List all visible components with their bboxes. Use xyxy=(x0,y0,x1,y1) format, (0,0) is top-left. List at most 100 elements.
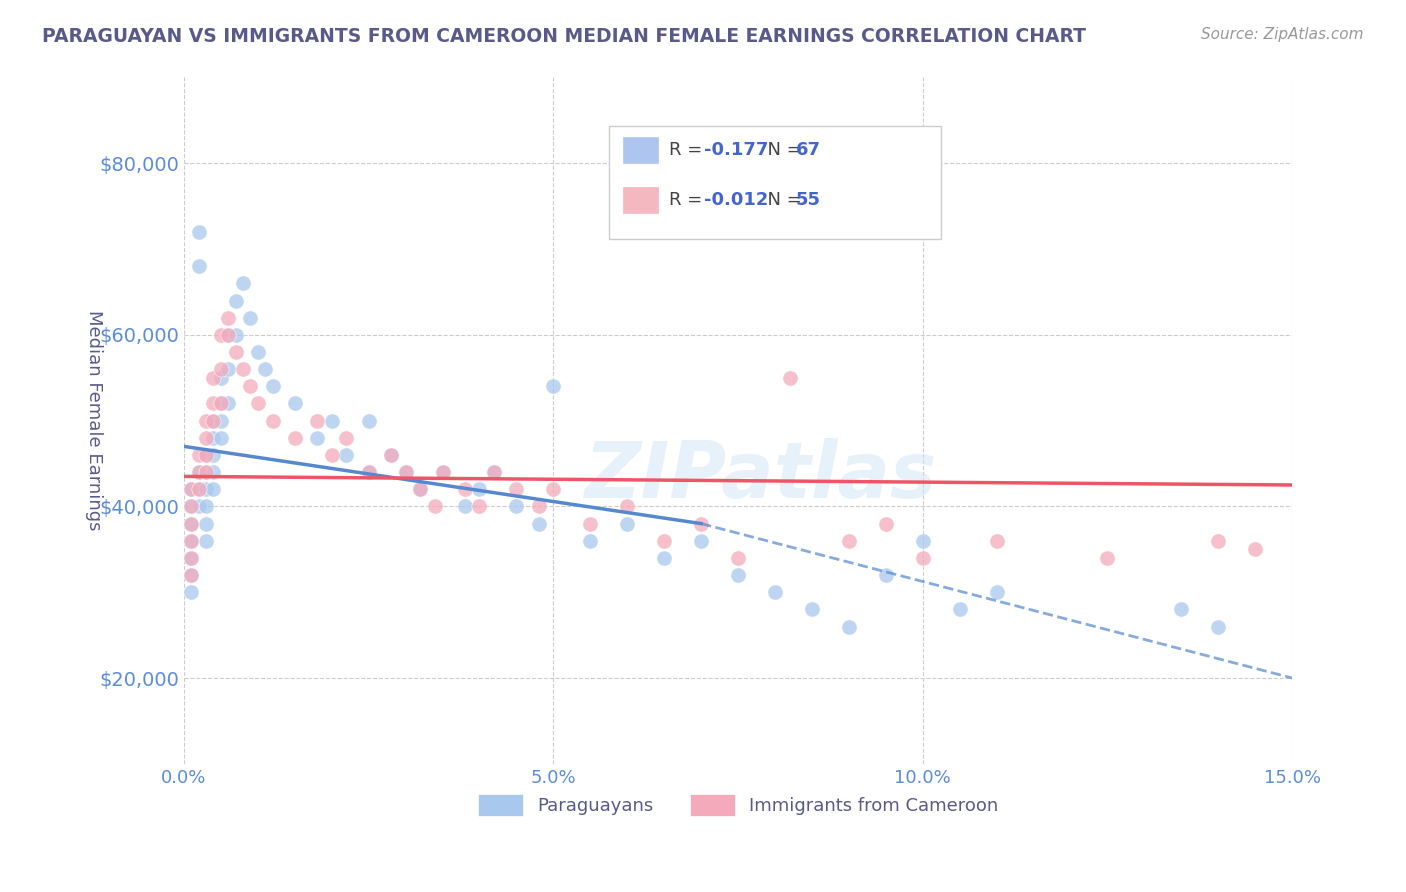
Point xyxy=(225,327,247,342)
Point xyxy=(454,483,477,497)
Text: N =: N = xyxy=(756,191,808,209)
Point xyxy=(1208,533,1230,548)
Point xyxy=(180,585,202,599)
Point xyxy=(187,448,209,462)
Point xyxy=(986,533,1008,548)
Point xyxy=(911,533,934,548)
Point xyxy=(394,465,416,479)
Point xyxy=(209,414,232,428)
Point xyxy=(217,396,239,410)
Point xyxy=(202,483,225,497)
Text: N =: N = xyxy=(756,141,808,159)
Point xyxy=(409,483,432,497)
Point xyxy=(187,483,209,497)
Point xyxy=(357,465,380,479)
Point xyxy=(246,345,269,359)
Point xyxy=(187,483,209,497)
Point xyxy=(195,414,218,428)
Point xyxy=(1170,602,1192,616)
Point xyxy=(225,345,247,359)
Point xyxy=(305,414,328,428)
Point xyxy=(180,533,202,548)
Text: 55: 55 xyxy=(796,191,821,209)
Point xyxy=(357,465,380,479)
Point xyxy=(380,448,402,462)
Point xyxy=(1097,550,1119,565)
Point xyxy=(652,533,675,548)
Point xyxy=(409,483,432,497)
Point xyxy=(432,465,454,479)
Text: -0.177: -0.177 xyxy=(704,141,769,159)
Point xyxy=(1208,619,1230,633)
Point xyxy=(800,602,823,616)
Point xyxy=(468,500,491,514)
Point xyxy=(484,465,506,479)
Text: R =: R = xyxy=(669,141,709,159)
Point xyxy=(394,465,416,479)
Y-axis label: Median Female Earnings: Median Female Earnings xyxy=(86,310,103,531)
Text: R =: R = xyxy=(669,191,709,209)
Point xyxy=(180,516,202,531)
Point xyxy=(527,516,550,531)
Point xyxy=(335,448,357,462)
Point xyxy=(335,431,357,445)
Point xyxy=(875,516,897,531)
Point xyxy=(202,431,225,445)
Point xyxy=(187,500,209,514)
Point xyxy=(468,483,491,497)
Point xyxy=(202,465,225,479)
Point xyxy=(187,259,209,273)
Point xyxy=(187,225,209,239)
Point xyxy=(225,293,247,308)
Text: PARAGUAYAN VS IMMIGRANTS FROM CAMEROON MEDIAN FEMALE EARNINGS CORRELATION CHART: PARAGUAYAN VS IMMIGRANTS FROM CAMEROON M… xyxy=(42,27,1087,45)
Point xyxy=(380,448,402,462)
Point xyxy=(616,500,638,514)
Point xyxy=(217,362,239,376)
Point xyxy=(652,550,675,565)
Point xyxy=(543,483,565,497)
Point xyxy=(209,327,232,342)
Point xyxy=(690,533,713,548)
Text: -0.012: -0.012 xyxy=(704,191,769,209)
Point xyxy=(232,362,254,376)
Point xyxy=(690,516,713,531)
Point xyxy=(1244,542,1267,557)
Point xyxy=(505,500,527,514)
Point xyxy=(239,379,262,393)
Point xyxy=(195,431,218,445)
Point xyxy=(579,533,602,548)
Point xyxy=(217,327,239,342)
Point xyxy=(209,396,232,410)
Point xyxy=(195,448,218,462)
Point xyxy=(262,414,284,428)
Point xyxy=(321,414,343,428)
Point xyxy=(180,500,202,514)
Point xyxy=(986,585,1008,599)
Point xyxy=(195,500,218,514)
Text: Source: ZipAtlas.com: Source: ZipAtlas.com xyxy=(1201,27,1364,42)
Point xyxy=(180,500,202,514)
Point xyxy=(321,448,343,462)
Point xyxy=(875,568,897,582)
Point xyxy=(305,431,328,445)
Point xyxy=(357,414,380,428)
Point xyxy=(180,568,202,582)
Point xyxy=(838,619,860,633)
Point xyxy=(454,500,477,514)
Point xyxy=(195,516,218,531)
Point xyxy=(187,465,209,479)
Point xyxy=(180,550,202,565)
Point xyxy=(543,379,565,393)
Point xyxy=(180,483,202,497)
Point xyxy=(484,465,506,479)
Point xyxy=(284,431,307,445)
Point xyxy=(195,448,218,462)
Point xyxy=(949,602,972,616)
Point xyxy=(779,370,801,384)
Point xyxy=(911,550,934,565)
Point xyxy=(423,500,446,514)
Point xyxy=(505,483,527,497)
Point xyxy=(232,277,254,291)
Point xyxy=(202,448,225,462)
Point xyxy=(262,379,284,393)
